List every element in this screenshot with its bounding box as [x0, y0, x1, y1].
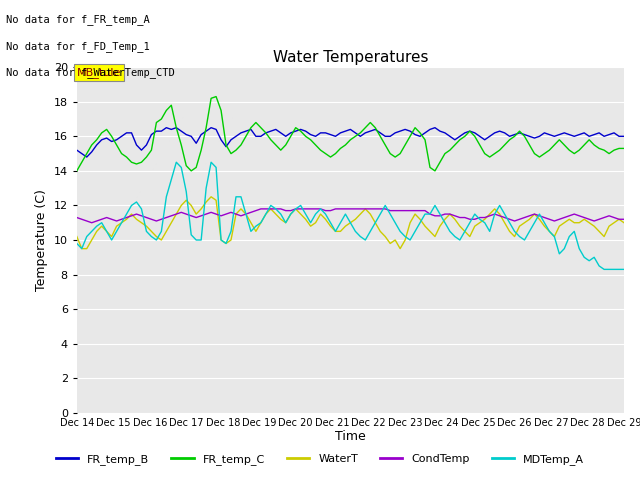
Text: No data for f_FD_Temp_1: No data for f_FD_Temp_1 — [6, 41, 150, 52]
Text: No data for f_FR_temp_A: No data for f_FR_temp_A — [6, 14, 150, 25]
Legend: FR_temp_B, FR_temp_C, WaterT, CondTemp, MDTemp_A: FR_temp_B, FR_temp_C, WaterT, CondTemp, … — [52, 450, 588, 469]
Text: No data for f_WaterTemp_CTD: No data for f_WaterTemp_CTD — [6, 67, 175, 78]
Text: MB_tule: MB_tule — [77, 67, 121, 78]
Title: Water Temperatures: Water Temperatures — [273, 49, 428, 65]
X-axis label: Time: Time — [335, 431, 366, 444]
Y-axis label: Temperature (C): Temperature (C) — [35, 189, 48, 291]
